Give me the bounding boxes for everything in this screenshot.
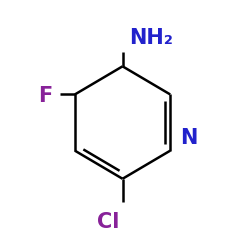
- Text: Cl: Cl: [97, 212, 119, 232]
- FancyBboxPatch shape: [35, 86, 56, 106]
- FancyBboxPatch shape: [94, 211, 122, 232]
- Text: N: N: [180, 128, 197, 148]
- Text: F: F: [38, 86, 53, 106]
- Text: NH₂: NH₂: [129, 28, 172, 48]
- FancyBboxPatch shape: [178, 128, 199, 149]
- FancyBboxPatch shape: [126, 26, 163, 50]
